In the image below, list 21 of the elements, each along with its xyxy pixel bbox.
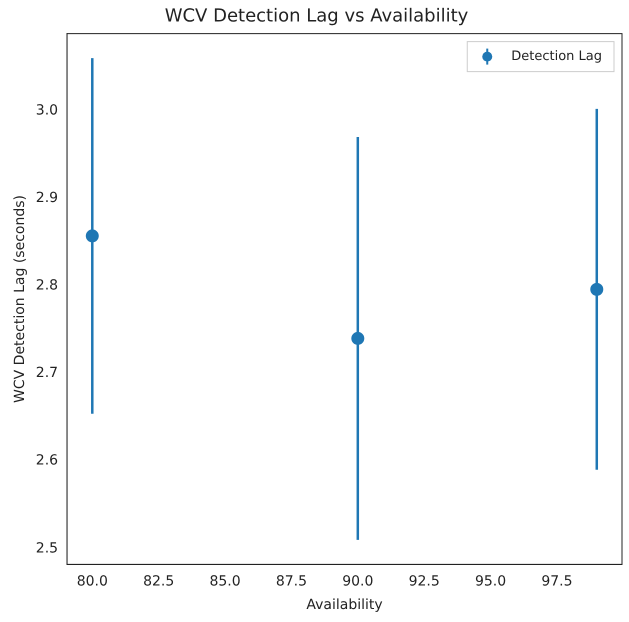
x-tick-label: 95.0: [474, 573, 506, 590]
x-tick-label: 90.0: [342, 573, 374, 590]
y-axis-title: WCV Detection Lag (seconds): [12, 195, 28, 403]
chart-title: WCV Detection Lag vs Availability: [164, 5, 469, 26]
x-tick-label: 82.5: [143, 573, 174, 590]
point: [351, 332, 364, 345]
y-tick-label: 2.6: [36, 452, 58, 469]
x-tick-label: 92.5: [408, 573, 440, 590]
y-tick-label: 2.9: [36, 190, 58, 206]
x-tick-label: 85.0: [209, 573, 241, 590]
x-tick-label: 87.5: [276, 573, 308, 590]
x-axis-title: Availability: [306, 597, 383, 614]
y-tick-label: 2.5: [36, 540, 58, 556]
point: [86, 229, 99, 242]
y-tick-label: 2.7: [36, 365, 58, 382]
legend-label: Detection Lag: [511, 48, 602, 64]
x-tick-label: 97.5: [541, 573, 573, 590]
y-tick-label: 3.0: [36, 102, 58, 118]
y-tick-label: 2.8: [36, 278, 58, 294]
x-tick-label: 80.0: [76, 573, 108, 590]
point: [590, 282, 604, 296]
